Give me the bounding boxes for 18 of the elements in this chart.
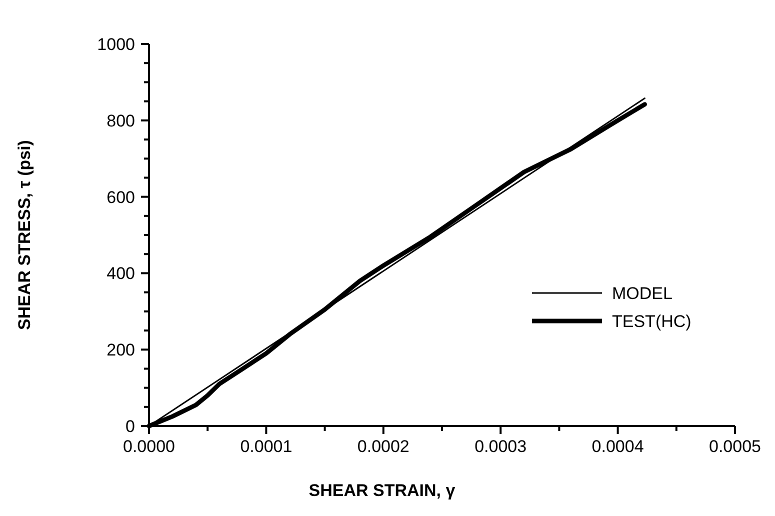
- x-tick-label: 0.0001: [240, 437, 292, 456]
- y-tick-label: 1000: [97, 35, 135, 54]
- legend-entry: TEST(HC): [532, 312, 692, 331]
- y-tick-label: 200: [106, 340, 135, 360]
- y-axis-title: SHEAR STRESS, τ (psi): [15, 140, 34, 330]
- legend-label: MODEL: [612, 284, 672, 303]
- y-tick-label: 0: [126, 417, 135, 436]
- x-tick-label: 0.0004: [592, 437, 644, 456]
- legend-entry: MODEL: [532, 284, 672, 303]
- x-tick-label: 0.0005: [709, 437, 761, 456]
- x-tick-label: 0.0000: [123, 437, 175, 456]
- legend-label: TEST(HC): [612, 312, 692, 331]
- y-tick-label: 800: [106, 111, 135, 130]
- y-tick-label: 400: [106, 264, 135, 284]
- x-axis-title: SHEAR STRAIN, γ: [308, 481, 456, 500]
- x-tick-label: 0.0003: [474, 437, 527, 456]
- y-tick-label: 600: [106, 188, 135, 207]
- x-tick-label: 0.0002: [357, 437, 410, 456]
